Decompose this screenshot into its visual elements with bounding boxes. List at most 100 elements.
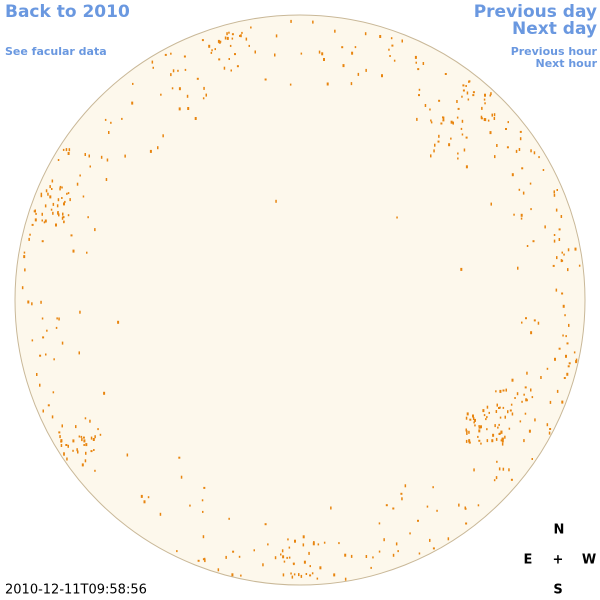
- facular-point: [465, 136, 468, 139]
- facular-point: [521, 400, 523, 403]
- facular-point: [357, 72, 360, 76]
- facular-point: [172, 69, 175, 73]
- facular-point: [81, 463, 84, 467]
- facular-point: [418, 88, 421, 91]
- facular-point: [513, 213, 515, 216]
- facular-point: [490, 92, 492, 96]
- facular-point: [437, 140, 440, 143]
- facular-point: [436, 509, 438, 512]
- facular-point: [316, 577, 319, 580]
- facular-point: [432, 547, 435, 550]
- facular-point: [461, 119, 464, 123]
- facular-point: [573, 351, 576, 354]
- facular-point: [189, 504, 191, 507]
- facular-point: [52, 391, 55, 394]
- facular-point: [574, 247, 577, 251]
- facular-point: [62, 148, 65, 151]
- facular-point: [58, 431, 61, 434]
- facular-point: [555, 288, 558, 292]
- facular-point: [409, 532, 411, 535]
- facular-point: [511, 412, 514, 416]
- facular-point: [224, 36, 227, 40]
- facular-point: [516, 392, 519, 396]
- facular-point: [230, 69, 232, 72]
- facular-point: [308, 551, 310, 555]
- facular-point: [440, 122, 443, 125]
- back-link[interactable]: Back to 2010: [5, 2, 130, 22]
- facular-point: [39, 354, 42, 357]
- facular-point: [126, 453, 129, 457]
- facular-point: [364, 32, 367, 36]
- facular-point: [84, 459, 87, 463]
- facular-link[interactable]: See facular data: [5, 45, 107, 58]
- facular-point: [522, 191, 525, 195]
- facular-point: [396, 216, 398, 219]
- facular-point: [561, 251, 563, 254]
- facular-point: [372, 556, 374, 559]
- facular-point: [41, 212, 43, 216]
- facular-point: [560, 215, 563, 218]
- next-day-link[interactable]: Next day: [512, 19, 597, 39]
- facular-point: [42, 336, 45, 339]
- facular-point: [303, 560, 306, 564]
- facular-point: [458, 503, 460, 507]
- facular-point: [530, 208, 532, 211]
- facular-point: [59, 185, 62, 188]
- facular-point: [313, 541, 315, 543]
- facular-point: [341, 46, 344, 49]
- facular-point: [66, 457, 68, 461]
- facular-point: [274, 556, 277, 560]
- facular-point: [461, 95, 463, 98]
- facular-point: [290, 19, 292, 23]
- previous-day-link[interactable]: Previous day: [474, 2, 597, 22]
- facular-point: [434, 143, 436, 147]
- facular-point: [286, 556, 288, 559]
- facular-point: [63, 202, 65, 206]
- facular-point: [567, 365, 570, 368]
- facular-point: [63, 221, 65, 224]
- facular-point: [493, 113, 496, 117]
- facular-point: [160, 93, 162, 96]
- facular-point: [544, 225, 546, 229]
- previous-hour-link[interactable]: Previous hour: [511, 45, 598, 58]
- facular-point: [264, 78, 267, 81]
- facular-point: [529, 182, 532, 185]
- facular-point: [241, 31, 243, 34]
- facular-point: [489, 131, 492, 135]
- facular-point: [474, 424, 476, 427]
- facular-point: [351, 51, 354, 55]
- facular-point: [560, 259, 563, 263]
- facular-point: [300, 52, 303, 55]
- facular-point: [110, 121, 112, 124]
- facular-point: [524, 412, 527, 415]
- facular-point: [478, 425, 480, 428]
- facular-point: [51, 415, 54, 419]
- solar-disk: [14, 14, 586, 586]
- facular-point: [486, 416, 488, 419]
- facular-point: [466, 430, 468, 433]
- facular-point: [51, 188, 53, 190]
- facular-point: [484, 93, 486, 97]
- facular-point: [483, 118, 486, 121]
- facular-point: [34, 218, 37, 222]
- next-hour-link[interactable]: Next hour: [536, 57, 598, 70]
- facular-point: [51, 179, 54, 183]
- facular-point: [210, 51, 213, 54]
- facular-point: [84, 417, 87, 420]
- facular-point: [202, 558, 205, 561]
- facular-point: [287, 538, 289, 541]
- facular-point: [159, 512, 162, 516]
- facular-point: [194, 117, 197, 120]
- facular-point: [248, 44, 250, 47]
- facular-point: [540, 376, 542, 379]
- facular-point: [520, 217, 523, 220]
- facular-point: [494, 155, 496, 159]
- facular-point: [309, 565, 311, 568]
- facular-point: [104, 118, 107, 121]
- facular-point: [391, 44, 394, 47]
- facular-point: [94, 228, 96, 232]
- facular-point: [501, 439, 504, 443]
- facular-point: [502, 406, 505, 409]
- facular-point: [487, 119, 490, 122]
- facular-point: [553, 193, 556, 197]
